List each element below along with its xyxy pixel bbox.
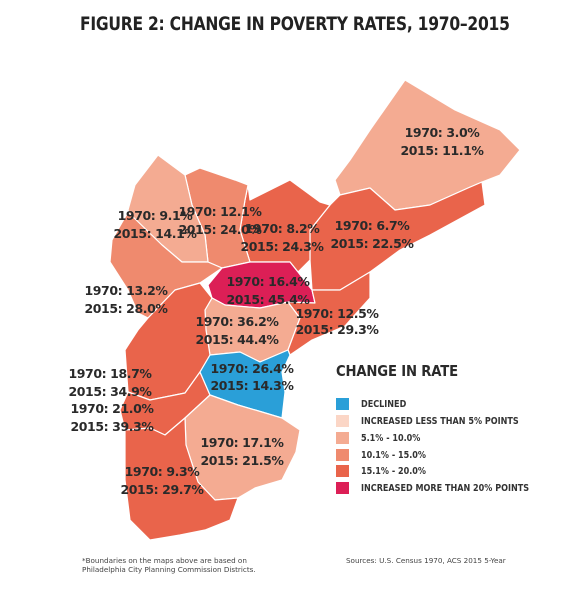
- svg-text:1970: 36.2%2015: 44.4%: 1970: 36.2% 2015: 44.4%: [195, 314, 279, 347]
- legend-label: 5.1% - 10.0%: [361, 432, 421, 444]
- legend-swatch: [336, 432, 349, 444]
- label-north-delaware-2015: 2015: 22.5%: [330, 236, 414, 251]
- label-south-1970: 1970: 17.1%: [200, 435, 284, 450]
- legend-swatch: [336, 465, 349, 477]
- svg-text:1970: 16.4%2015: 45.4%: 1970: 16.4% 2015: 45.4%: [226, 274, 310, 307]
- district-river-wards: [287, 271, 371, 356]
- legend-item: 10.1% - 15.0%: [336, 448, 437, 462]
- label-lower-north-1970: 1970: 36.2%: [195, 314, 279, 329]
- svg-text:1970: 6.7%2015: 22.5%: 1970: 6.7% 2015: 22.5%: [330, 218, 414, 251]
- label-river-wards-2015: 2015: 29.3%: [295, 322, 379, 337]
- label-south-2015: 2015: 21.5%: [200, 453, 284, 468]
- label-far-northeast-2015: 2015: 11.1%: [400, 143, 484, 158]
- label-west-park-2015: 2015: 28.0%: [84, 301, 168, 316]
- label-north-delaware-1970: 1970: 6.7%: [335, 218, 411, 233]
- legend-item: INCREASED LESS THAN 5% POINTS: [336, 414, 547, 428]
- legend-label: 10.1% - 15.0%: [361, 449, 427, 461]
- svg-text:1970: 8.2%2015: 24.3%: 1970: 8.2% 2015: 24.3%: [240, 221, 324, 254]
- svg-text:1970: 13.2%2015: 28.0%: 1970: 13.2% 2015: 28.0%: [84, 283, 168, 316]
- svg-text:1970: 3.0%2015: 11.1%: 1970: 3.0% 2015: 11.1%: [400, 125, 484, 158]
- legend-item: 15.1% - 20.0%: [336, 464, 437, 478]
- svg-text:1970: 18.7%2015: 34.9%: 1970: 18.7% 2015: 34.9%: [68, 366, 152, 399]
- label-lower-northwest-1970: 1970: 9.1%: [118, 208, 194, 223]
- svg-text:1970: 26.4%2015: 14.3%: 1970: 26.4% 2015: 14.3%: [210, 361, 294, 393]
- district-lower-southwest: [124, 417, 239, 541]
- label-north-1970: 1970: 16.4%: [226, 274, 310, 289]
- legend-item: DECLINED: [336, 397, 414, 411]
- label-west-park-1970: 1970: 13.2%: [84, 283, 168, 298]
- label-university-southwest-1970: 1970: 21.0%: [70, 401, 154, 416]
- label-lower-southwest-2015: 2015: 29.7%: [120, 482, 204, 497]
- legend-title: CHANGE IN RATE: [336, 362, 458, 380]
- label-lower-northwest-2015: 2015: 14.1%: [113, 226, 197, 241]
- legend-swatch: [336, 398, 349, 410]
- legend-label: INCREASED LESS THAN 5% POINTS: [361, 415, 519, 427]
- label-central-2015: 2015: 14.3%: [210, 378, 294, 393]
- label-university-southwest-2015: 2015: 39.3%: [70, 419, 154, 434]
- legend-label: DECLINED: [361, 398, 407, 410]
- label-north-2015: 2015: 45.4%: [226, 292, 310, 307]
- legend-swatch: [336, 449, 349, 461]
- figure-title: FIGURE 2: CHANGE IN POVERTY RATES, 1970–…: [80, 14, 510, 35]
- legend-label: 15.1% - 20.0%: [361, 465, 427, 477]
- svg-text:1970: 17.1%2015: 21.5%: 1970: 17.1% 2015: 21.5%: [200, 435, 284, 468]
- label-west-1970: 1970: 18.7%: [68, 366, 152, 381]
- label-upper-northwest-2015: 2015: 24.0%: [178, 222, 262, 237]
- legend-label: INCREASED MORE THAN 20% POINTS: [361, 482, 530, 494]
- svg-text:1970: 9.3%2015: 29.7%: 1970: 9.3% 2015: 29.7%: [120, 464, 204, 497]
- svg-text:1970: 12.1%2015: 24.0%: 1970: 12.1% 2015: 24.0%: [178, 204, 262, 237]
- label-river-wards-1970: 1970: 12.5%: [295, 306, 379, 321]
- label-upper-north-1970: 1970: 8.2%: [245, 221, 321, 236]
- svg-text:1970: 12.5%2015: 29.3%: 1970: 12.5% 2015: 29.3%: [295, 306, 379, 337]
- svg-text:1970: 9.1%2015: 14.1%: 1970: 9.1% 2015: 14.1%: [113, 208, 197, 241]
- label-west-2015: 2015: 34.9%: [68, 384, 152, 399]
- label-upper-northwest-1970: 1970: 12.1%: [178, 204, 262, 219]
- footnote: *Boundaries on the maps above are based …: [82, 556, 256, 574]
- legend-item: 5.1% - 10.0%: [336, 431, 431, 445]
- label-lower-southwest-1970: 1970: 9.3%: [125, 464, 201, 479]
- label-central-1970: 1970: 26.4%: [210, 361, 294, 376]
- label-lower-north-2015: 2015: 44.4%: [195, 332, 279, 347]
- legend-swatch: [336, 482, 349, 494]
- legend-swatch: [336, 415, 349, 427]
- svg-text:1970: 21.0%2015: 39.3%: 1970: 21.0% 2015: 39.3%: [70, 401, 154, 434]
- sources-note: Sources: U.S. Census 1970, ACS 2015 5-Ye…: [346, 556, 506, 565]
- label-upper-north-2015: 2015: 24.3%: [240, 239, 324, 254]
- legend-item: INCREASED MORE THAN 20% POINTS: [336, 481, 559, 495]
- label-far-northeast-1970: 1970: 3.0%: [405, 125, 481, 140]
